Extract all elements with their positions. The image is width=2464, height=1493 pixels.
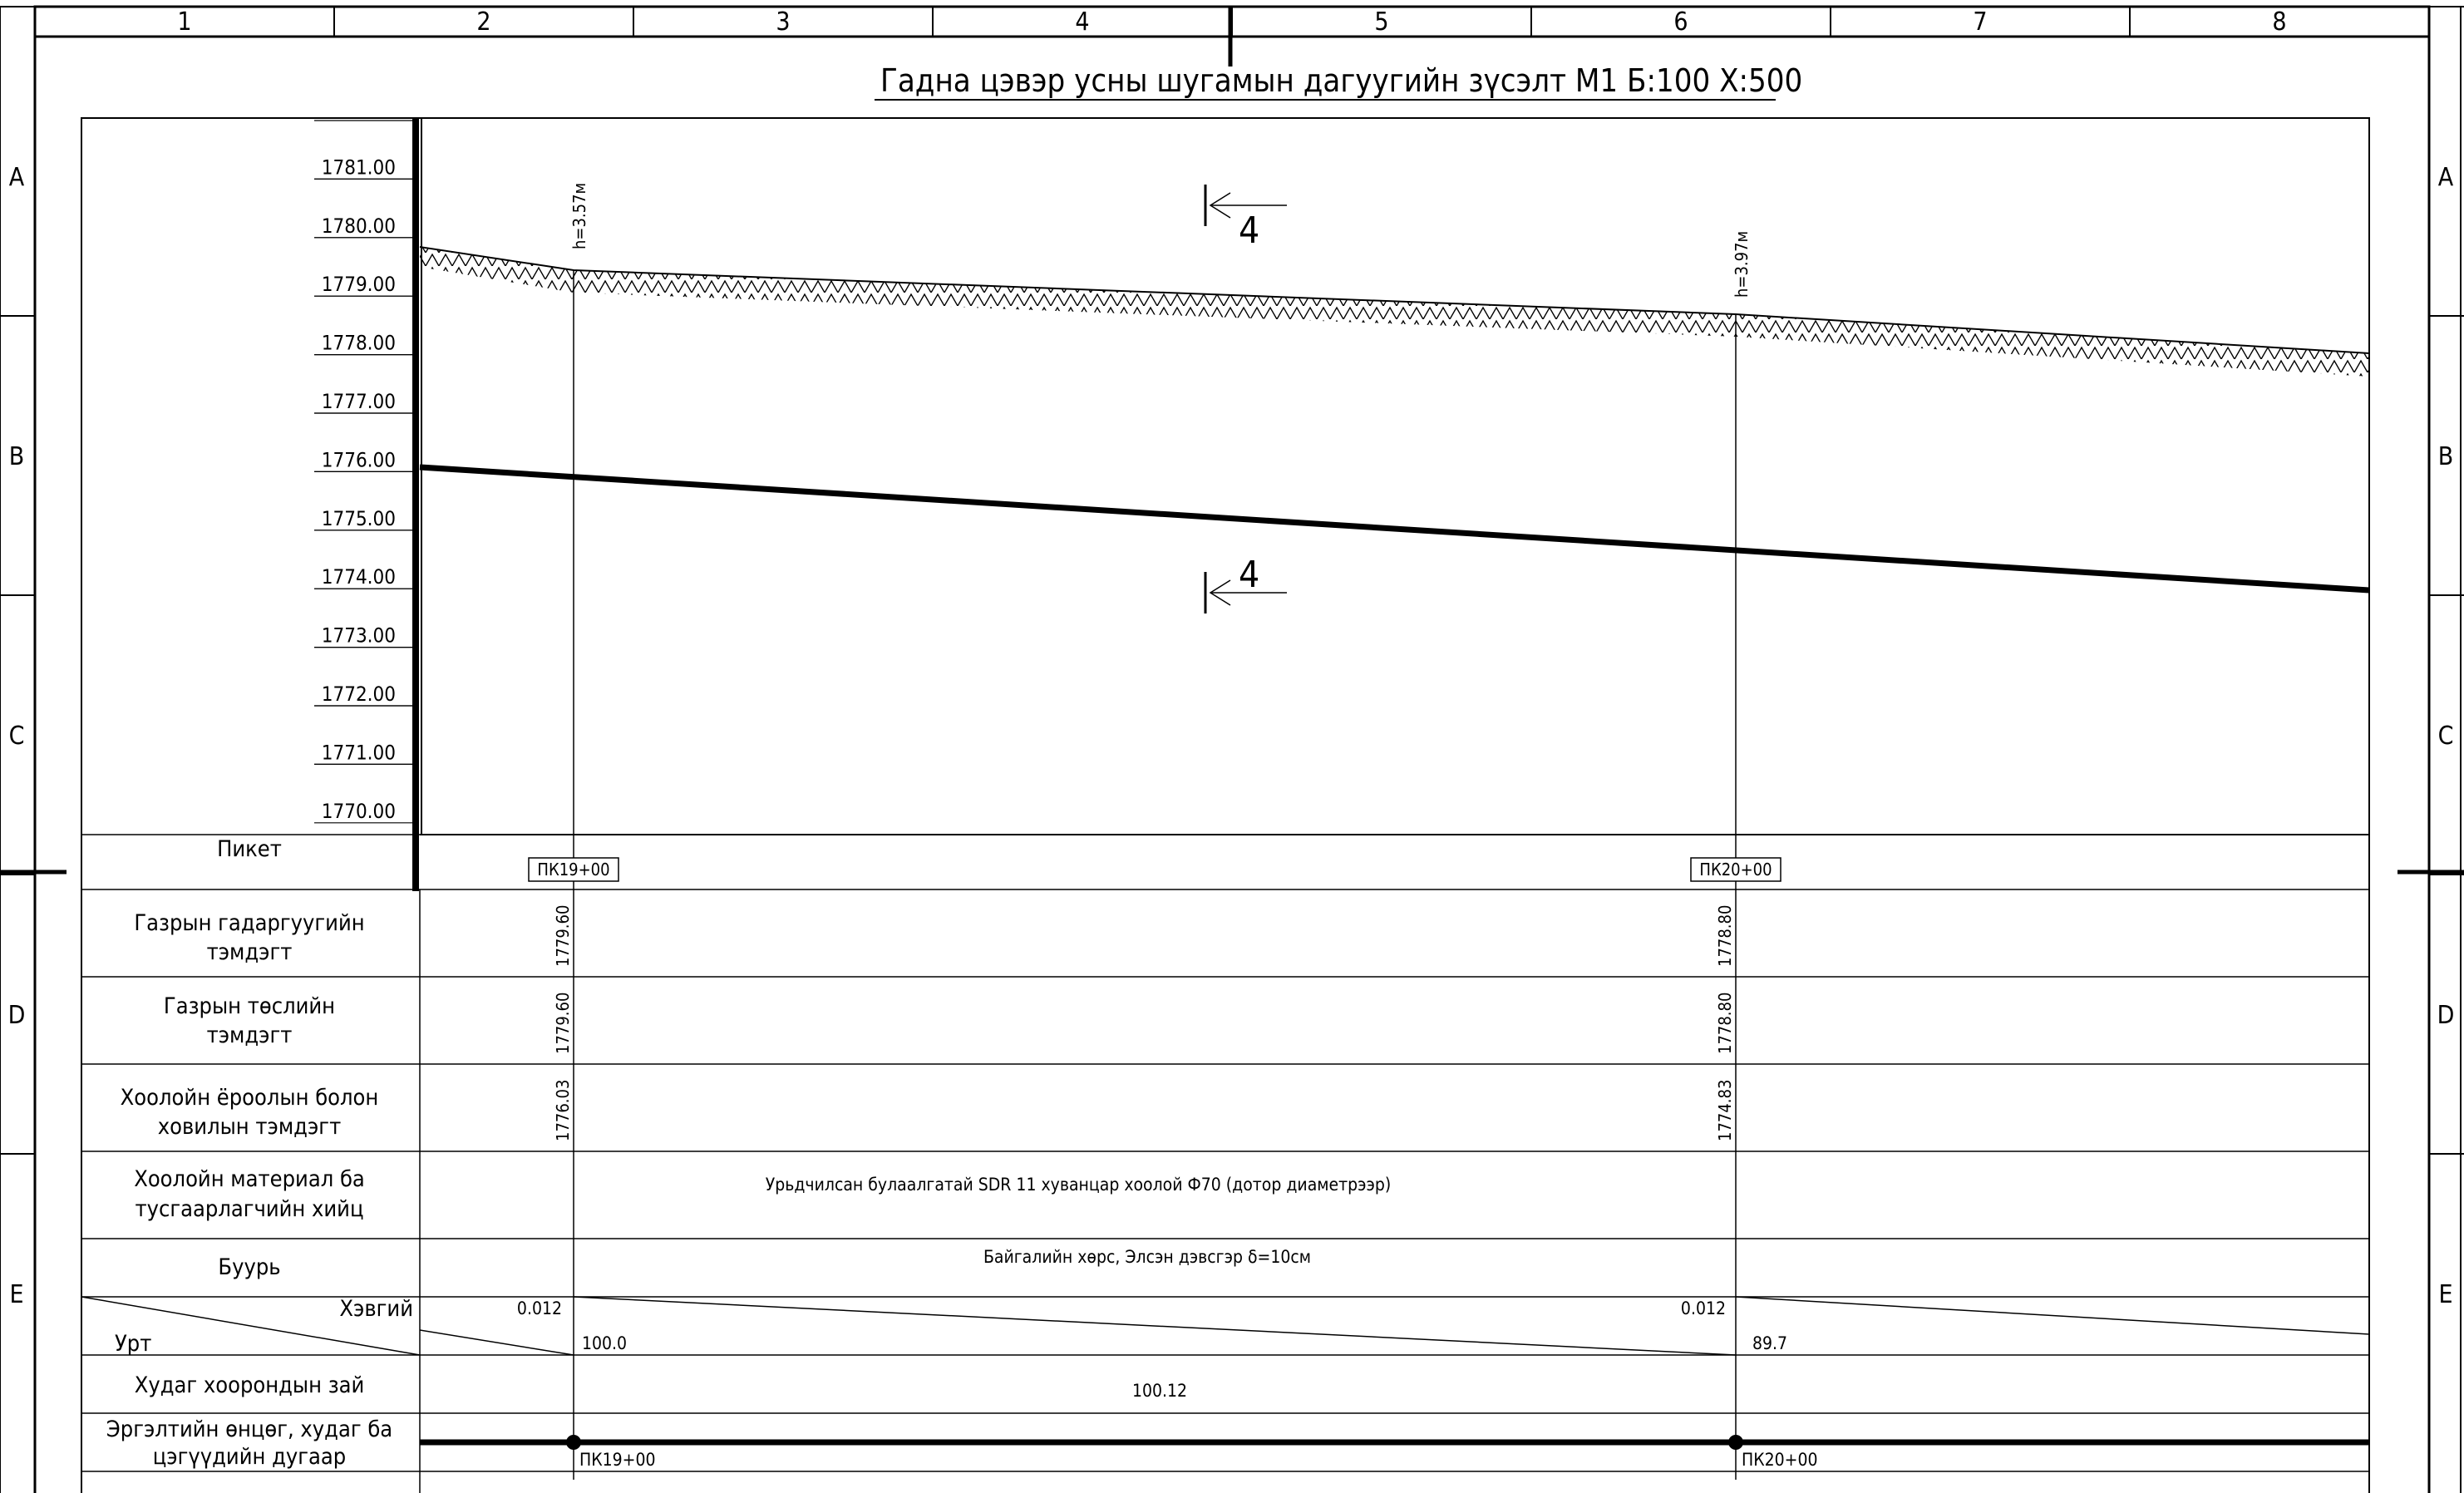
- row-label-well-numbers-2: цэгүүдийн дугаар: [153, 1444, 346, 1470]
- row-zone-label: E: [9, 1280, 23, 1309]
- row-label-ground-surface-2: тэмдэгт: [207, 939, 293, 965]
- depth-label-pk20: h=3.97м: [1732, 231, 1752, 298]
- well-distance-value: 100.12: [1132, 1381, 1187, 1401]
- elevation-label: 1777.00: [322, 390, 396, 413]
- foundation-text: Байгалийн хөрс, Элсэн дэвсгэр δ=10см: [983, 1247, 1311, 1267]
- row-label-pipe-invert-1: Хоолойн ёроолын болон: [121, 1085, 379, 1111]
- station-lines: [573, 270, 1737, 1480]
- column-zone-label: 4: [1075, 7, 1089, 37]
- row-zone-label: D: [2437, 1001, 2455, 1030]
- section-mark-top-label: 4: [1239, 209, 1259, 252]
- well-line: [420, 1435, 2369, 1450]
- ground-surface-pk20: 1778.80: [1715, 905, 1735, 967]
- elevation-label: 1772.00: [322, 682, 396, 706]
- elevation-label: 1779.00: [322, 273, 396, 296]
- elevation-label: 1780.00: [322, 214, 396, 238]
- row-zone-label: B: [9, 442, 25, 471]
- row-label-pipe-invert-2: ховилын тэмдэгт: [158, 1114, 341, 1140]
- column-zone-label: 7: [1973, 7, 1987, 37]
- section-mark-top: 4: [1204, 185, 1287, 252]
- elevation-scale: 1781.00 1780.00 1779.00 1778.00 1777.00 1776.…: [314, 118, 422, 891]
- depth-label-pk19: h=3.57м: [569, 183, 589, 249]
- row-label-pipe-material-1: Хоолойн материал ба: [134, 1166, 365, 1192]
- row-label-ground-design-1: Газрын төслийн: [164, 993, 335, 1019]
- elevation-label: 1773.00: [322, 624, 396, 648]
- well-marker-pk20: [1728, 1435, 1743, 1450]
- length-pk19: 100.0: [582, 1333, 627, 1353]
- elevation-label: 1771.00: [322, 741, 396, 764]
- row-zone-label: A: [9, 163, 25, 192]
- row-label-well-distance: Худаг хоорондын зай: [135, 1372, 365, 1398]
- well-marker-pk19: [566, 1435, 581, 1450]
- row-zone-label: A: [2438, 163, 2454, 192]
- row-zone-label: C: [2438, 722, 2454, 751]
- length-pk20: 89.7: [1752, 1333, 1787, 1353]
- data-table-grid: [81, 834, 2370, 1493]
- elevation-label: 1770.00: [322, 800, 396, 823]
- column-zone-label: 1: [177, 7, 191, 37]
- row-zone-labels: A A B B C C D D E E: [8, 163, 2455, 1309]
- picket-box-pk19: ПК19+00: [528, 857, 619, 882]
- elevation-label: 1774.00: [322, 565, 396, 589]
- section-mark-bottom-label: 4: [1239, 554, 1259, 596]
- pipe-material-text: Урьдчилсан булаалгатай SDR 11 хуванцар х…: [766, 1175, 1392, 1195]
- column-zone-label: 6: [1673, 7, 1688, 37]
- elevation-label: 1775.00: [322, 507, 396, 530]
- well-label-pk19: ПК19+00: [579, 1450, 656, 1470]
- slope-pk20: 0.012: [1681, 1298, 1726, 1318]
- row-label-foundation: Буурь: [218, 1254, 280, 1280]
- picket-label-pk19: ПК19+00: [537, 860, 609, 880]
- ground-design-pk20: 1778.80: [1715, 993, 1735, 1054]
- row-label-pipe-material-2: тусгаарлагчийн хийц: [136, 1196, 364, 1222]
- column-zone-labels: 1 2 3 4 5 6 7 8: [177, 7, 2286, 37]
- row-label-slope: Хэвгий: [339, 1296, 413, 1322]
- drawing-title: Гадна цэвэр усны шугамын дагуугийн зүсэл…: [880, 62, 1802, 99]
- row-zone-label: D: [8, 1001, 26, 1030]
- row-zone-label: E: [2438, 1280, 2452, 1309]
- elevation-label: 1778.00: [322, 332, 396, 355]
- ground-surface-pk19: 1779.60: [553, 905, 573, 967]
- section-mark-bottom: 4: [1204, 554, 1287, 613]
- ground-surface-line: [419, 246, 2370, 354]
- zone-dividers: [0, 7, 2464, 1155]
- column-zone-label: 2: [476, 7, 490, 37]
- ground-hatch: [420, 247, 2369, 377]
- row-zone-label: B: [2438, 442, 2454, 471]
- profile-panel: [81, 117, 2370, 1493]
- row-label-length: Урт: [115, 1331, 151, 1357]
- row-label-picket: Пикет: [217, 836, 282, 862]
- row-label-well-numbers-1: Эргэлтийн өнцөг, худаг ба: [106, 1417, 392, 1442]
- row-label-ground-surface-1: Газрын гадаргуугийн: [134, 910, 364, 936]
- column-zone-label: 3: [776, 7, 790, 37]
- ground-design-pk19: 1779.60: [553, 993, 573, 1054]
- pipe-invert-pk19: 1776.03: [553, 1080, 573, 1141]
- picket-box-pk20: ПК20+00: [1690, 857, 1781, 882]
- elevation-label: 1781.00: [322, 155, 396, 179]
- picket-label-pk20: ПК20+00: [1699, 860, 1772, 880]
- column-zone-label: 8: [2272, 7, 2286, 37]
- well-label-pk20: ПК20+00: [1742, 1450, 1818, 1470]
- elevation-label: 1776.00: [322, 448, 396, 471]
- row-zone-label: C: [9, 722, 25, 751]
- row-label-ground-design-2: тэмдэгт: [207, 1022, 293, 1048]
- slope-pk19: 0.012: [517, 1298, 562, 1318]
- pipe-invert-pk20: 1774.83: [1715, 1080, 1735, 1141]
- column-zone-label: 5: [1374, 7, 1388, 37]
- pipe-line: [419, 464, 2370, 594]
